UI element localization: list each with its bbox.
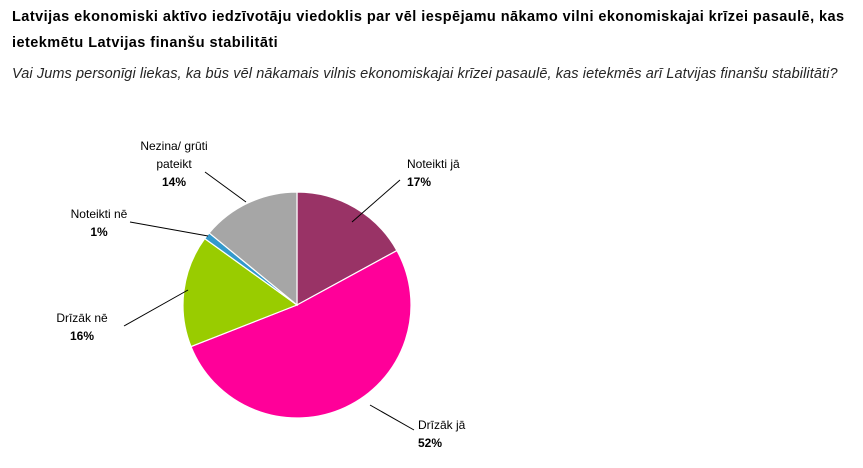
slice-label-noteikti-ja: Noteikti jā [407,157,460,171]
slice-value-nezina-gruti-pateikt: 14% [162,175,186,189]
leader-line-drizak-ja [369,404,415,431]
chart-subtitle: Vai Jums personīgi liekas, ka būs vēl nā… [12,66,838,82]
slice-label-nezina-gruti-pateikt: Nezina/ grūti pateikt [140,139,207,171]
leader-line-nezina-gruti-pateikt [204,171,247,203]
slice-value-noteikti-ja: 17% [407,175,431,189]
slice-label-noteikti-ne: Noteikti nē [71,207,128,221]
pie-slice-drizak-ja [190,249,412,419]
pie-slice-drizak-ne [182,237,299,348]
leader-line-noteikti-ne [129,221,209,237]
slice-labels: Noteikti jā 17% Drīzāk jā 52% Drīzāk nē 16% No… [56,139,465,450]
pie-slice-nezina-gruti-pateikt [208,191,298,307]
chart-title: Latvijas ekonomiski aktīvo iedzīvotāju v… [12,9,845,51]
leader-line-drizak-ne [123,289,189,327]
pie-slice-noteikti-ja [296,191,398,307]
leader-lines [123,171,415,431]
leader-line-noteikti-ja [351,179,401,223]
pie-slices [182,191,412,419]
slice-label-drizak-ja: Drīzāk jā [418,418,466,432]
slice-value-noteikti-ne: 1% [90,225,108,239]
slice-value-drizak-ne: 16% [70,329,94,343]
slice-value-drizak-ja: 52% [418,436,442,450]
slice-label-drizak-ne: Drīzāk nē [56,311,108,325]
